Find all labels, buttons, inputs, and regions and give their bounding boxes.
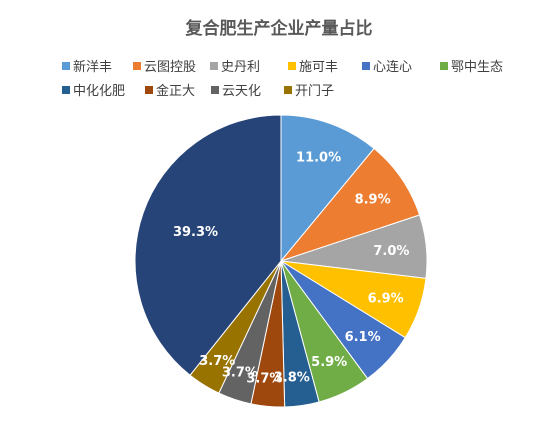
legend-entry: 新洋丰 [73,59,112,75]
data-label: 39.3% [173,225,218,240]
legend-entry: 开门子 [295,84,334,99]
legend-swatch [284,86,292,94]
data-label: 3.7% [246,371,282,386]
legend-swatch [210,62,218,70]
data-label: 11.0% [296,151,341,166]
legend-entry: 中化化肥 [73,84,125,99]
legend-swatch [133,62,141,70]
legend-entry: 云天化 [222,84,261,99]
data-label: 3.7% [222,366,258,381]
legend-swatch [145,86,153,94]
chart-title: 复合肥生产企业产量占比 [185,18,373,39]
legend-swatch [440,62,448,70]
legend-entry: 金正大 [156,83,195,99]
data-label: 8.9% [355,192,391,207]
data-label: 7.0% [373,244,409,259]
data-label: 3.7% [199,354,235,369]
legend-swatch [288,62,296,70]
legend-swatch [62,62,70,70]
legend-swatch [62,86,70,94]
legend-entry: 施可丰 [299,60,338,75]
legend-swatch [211,86,219,94]
pie-slice [134,114,282,376]
pie-slice [279,147,421,263]
pie-slice [280,114,375,263]
legend-entry: 心连心 [373,59,412,75]
data-label: 3.8% [274,371,310,386]
legend-swatch [362,62,370,70]
data-label: 6.9% [368,292,404,307]
data-label: 5.9% [311,355,347,370]
legend-entry: 鄂中生态 [451,60,503,75]
data-label: 6.1% [345,330,381,345]
data-labels: 11.0%8.9%7.0%6.9%6.1%5.9%3.8%3.7%3.7%3.7… [173,151,409,387]
legend-entry: 云图控股 [144,60,196,75]
pie-slices [134,114,428,408]
legend-entry: 史丹利 [221,60,260,75]
